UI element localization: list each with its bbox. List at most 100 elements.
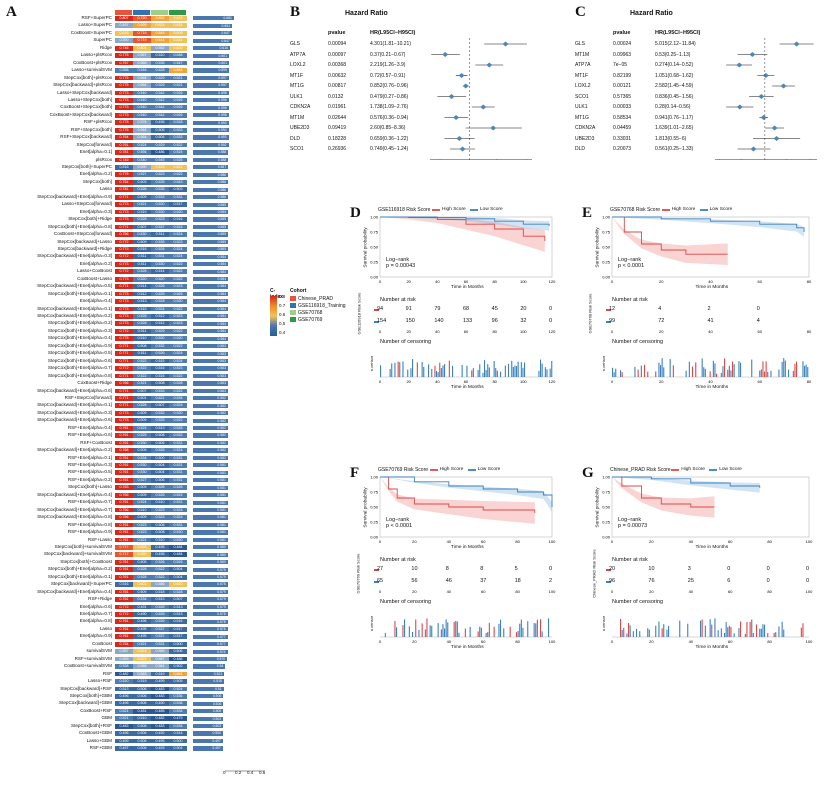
heatmap-cell: 0.626: [133, 544, 151, 550]
heatmap-cell: 0.512: [133, 291, 151, 297]
forest-estimate: [760, 115, 767, 120]
heatmap-cell: 0.524: [169, 246, 187, 252]
heatmap-cell: 0.564: [133, 135, 151, 140]
censor-xtick-label: 100: [549, 639, 556, 644]
row-label: StepCox[both]+Enet[alpha=0.4]: [47, 335, 112, 341]
censor-bar: [784, 360, 786, 377]
heatmap-cell: 0.719: [133, 38, 151, 44]
km-ytick-label: 1.00: [602, 215, 611, 220]
forest-plot-b: Hazard RatiopvalueHR(L95CI−H95CI)0.31310…: [290, 10, 540, 160]
censor-bar: [444, 364, 446, 377]
cohort-label: GSE70769: [298, 316, 323, 323]
censor-xtick-label: 60: [481, 639, 486, 644]
km-high-curve: [612, 216, 728, 255]
km-title: GSE70768 Risk Score: [610, 207, 661, 213]
forest-hr: 0.561(0.25−1.33): [655, 146, 694, 152]
heatmap-cell: 0.530: [169, 530, 187, 535]
heatmap-cell: 0.772: [115, 239, 133, 245]
row-label: RSF+StepCox[forward]: [64, 394, 112, 400]
risk-xtick-label: 20: [412, 589, 417, 594]
heatmap-cell: 0.485: [151, 708, 169, 714]
censor-bar: [412, 359, 414, 377]
km-xtick-label: 60: [728, 539, 733, 544]
legend-low-swatch: [699, 209, 708, 211]
heatmap-cell: 0.520: [115, 679, 133, 684]
risk-xtick-label: 0: [611, 589, 614, 594]
forest-pvalue: 0.57365: [613, 93, 632, 100]
risk-low-count: 150: [405, 318, 415, 324]
heatmap-cell: 0.523: [151, 507, 169, 513]
heatmap-cell: 0.523: [151, 515, 169, 520]
heatmap-cell: 0.526: [151, 485, 169, 491]
heatmap-cell: 0.771: [115, 284, 133, 289]
heatmap-cell: 0.528: [169, 425, 187, 431]
km-confidence-band: [380, 217, 550, 231]
km-low-curve: [612, 216, 805, 232]
censor-bar: [527, 621, 529, 637]
heatmap-cell: 0.754: [115, 641, 133, 647]
heatmap-cell: 0.616: [115, 30, 133, 36]
heatmap-cell: 0.513: [169, 604, 187, 610]
risk-ylabel: GSE70768 Risk Score: [587, 293, 593, 334]
censor-bar: [487, 632, 489, 637]
heatmap-cell: 0.590: [133, 165, 151, 170]
row-label: StepCox[both]+GBM: [69, 692, 112, 698]
heatmap-cell: 0.717: [115, 552, 133, 558]
row-label: StepCox[backward]+Enet[alpha=0.4]: [37, 491, 112, 497]
heatmap-cell: 0.542: [151, 90, 169, 96]
forest-pvalue: 0.00817: [328, 83, 347, 89]
forest-hr: 0.749(0.45−1.24): [370, 146, 409, 152]
forest-gene: GLS: [575, 41, 586, 47]
censor-bar: [477, 631, 479, 637]
forest-hr: 0.836(0.45−1.56): [655, 93, 694, 100]
heatmap-row: RSF+Ridge 0.761 0.534 0.513 0.507 0.579: [0, 596, 228, 602]
heatmap-row: StepCox[both]+Enet[alpha=0.2] 0.761 0.528 0…: [0, 566, 228, 573]
row-label: StepCox[backward]+Enet[alpha=0.2]: [37, 313, 112, 318]
heatmap-cell: 0.569: [115, 656, 133, 662]
row-label: RSF+Lasso: [87, 536, 112, 542]
heatmap-cell: 0.528: [133, 574, 151, 580]
hr-header: HR(L95CI−H95CI): [370, 30, 416, 36]
mean-cindex-bar: 0.584: [193, 329, 229, 334]
km-ylabel: Survival probability: [595, 227, 601, 268]
censor-bar: [421, 361, 423, 377]
heatmap-row: Lasso+GBM 0.499 0.506 0.495 0.500 0.497: [0, 738, 223, 744]
heatmap-cell: 0.773: [115, 202, 133, 208]
heatmap-cell: 0.775: [115, 172, 133, 178]
heatmap-row: StepCox[forward] 0.761 0.524 0.529 0.522 0.59…: [0, 142, 229, 148]
censor-bar: [437, 372, 439, 377]
heatmap-cell: 0.534: [133, 455, 151, 461]
censor-bar: [620, 618, 622, 637]
censor-bar: [802, 361, 804, 377]
censor-bar: [504, 365, 506, 377]
heatmap-row: Lasso+RSF 0.520 0.519 0.499 0.505 0.515: [0, 678, 224, 684]
mean-cindex-bar: 0.585: [193, 232, 229, 237]
km-confidence-band: [612, 217, 805, 237]
heatmap-row: RSF+Enet[alpha=0.3] 0.761 0.530 0.504 0.531 0…: [0, 462, 228, 468]
heatmap-cell: 0.535: [151, 187, 169, 193]
heatmap-row: Lasso 0.761 0.495 0.537 0.517 0.578: [0, 626, 228, 632]
censor-bar: [778, 626, 780, 637]
censor-bar: [783, 629, 785, 637]
heatmap-row: StepCox[both]+Enet[alpha=0.1] 0.761 0.528 0…: [0, 574, 228, 580]
heatmap-cell: 0.526: [169, 485, 187, 491]
censor-bar: [639, 631, 641, 637]
heatmap-row: StepCox[backward]+Enet[alpha=0.9] 0.771 0.…: [0, 194, 229, 200]
risk-xtick-label: 40: [689, 589, 694, 594]
heatmap-row: RSF+Enet[alpha=0.8] 0.761 0.523 0.508 0.531 0…: [0, 522, 228, 528]
legend-low-swatch: [709, 469, 718, 471]
censor-bar: [429, 625, 431, 637]
heatmap-row: Enet[alpha=0.1] 0.781 0.556 0.486 0.524 0.588: [0, 149, 229, 155]
censor-bar: [687, 623, 689, 637]
heatmap-cell: 0.634: [169, 23, 187, 29]
mean-cindex-bar: 0.586: [193, 195, 229, 200]
censor-xtick-label: 20: [659, 379, 664, 384]
heatmap-cell: 0.530: [133, 440, 151, 446]
heatmap-row: StepCox[both]+Enet[alpha=0.5] 0.771 0.511 0…: [0, 350, 228, 357]
heatmap-cell: 0.564: [133, 83, 151, 88]
censor-bar: [740, 362, 742, 377]
heatmap-cell: 0.519: [151, 671, 169, 677]
heatmap-cell: 0.509: [133, 515, 151, 520]
censor-bar: [464, 628, 466, 637]
km-xtick-label: 0: [379, 539, 382, 544]
